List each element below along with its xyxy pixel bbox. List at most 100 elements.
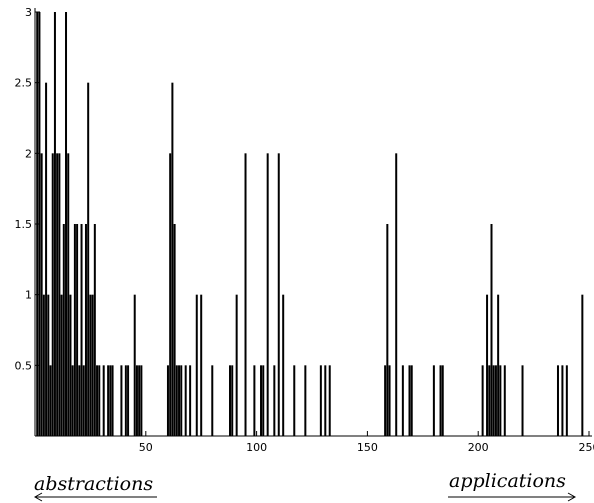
bar — [386, 224, 389, 436]
bar — [439, 365, 442, 436]
bar — [169, 153, 172, 436]
bar — [53, 12, 56, 436]
bar — [565, 365, 568, 436]
bar — [42, 294, 45, 436]
bar — [561, 365, 564, 436]
bar — [229, 365, 232, 436]
bar — [107, 365, 110, 436]
bar — [65, 12, 68, 436]
bar — [277, 153, 280, 436]
bar — [262, 365, 265, 436]
bar — [71, 365, 74, 436]
bar — [490, 224, 493, 436]
bar — [244, 153, 247, 436]
bar — [93, 224, 96, 436]
bar — [78, 365, 81, 436]
bar — [76, 224, 79, 436]
bar — [124, 365, 127, 436]
bar — [200, 294, 203, 436]
bar — [127, 365, 130, 436]
bar — [410, 365, 413, 436]
x-tick-label: 150 — [357, 441, 378, 454]
bar — [62, 224, 65, 436]
bar — [486, 294, 489, 436]
bar — [556, 365, 559, 436]
bar — [84, 224, 87, 436]
bar — [235, 294, 238, 436]
bar — [87, 82, 90, 437]
applications-label: applications — [449, 470, 566, 492]
bar — [138, 365, 141, 436]
bar — [231, 365, 234, 436]
bar — [499, 365, 502, 436]
bar — [293, 365, 296, 436]
bar — [67, 153, 70, 436]
bar — [189, 365, 192, 436]
x-tick-label: 100 — [246, 441, 267, 454]
abstractions-arrowhead — [33, 492, 43, 502]
bar — [441, 365, 444, 436]
bar — [324, 365, 327, 436]
annotations: abstractions applications — [33, 470, 577, 502]
bar — [401, 365, 404, 436]
bar — [497, 294, 500, 436]
x-tick-label: 200 — [468, 441, 489, 454]
bar — [109, 365, 112, 436]
bar — [45, 82, 48, 437]
bar — [432, 365, 435, 436]
bar — [171, 82, 174, 437]
abstractions-label: abstractions — [34, 473, 153, 495]
bar — [494, 365, 497, 436]
y-tick-label: 3 — [25, 6, 32, 19]
bar — [49, 365, 52, 436]
bar — [384, 365, 387, 436]
axes — [34, 8, 592, 437]
bar — [98, 365, 101, 436]
bar — [96, 365, 99, 436]
y-tick-label: 2.5 — [15, 77, 33, 90]
bar — [91, 294, 94, 436]
bar — [47, 294, 50, 436]
y-tick-label: 2 — [25, 147, 32, 160]
bar — [40, 153, 43, 436]
bar — [60, 294, 63, 436]
bar — [69, 294, 72, 436]
bar — [253, 365, 256, 436]
bar — [488, 365, 491, 436]
bar — [503, 365, 506, 436]
bar — [111, 365, 114, 436]
y-tick-label: 1.5 — [15, 218, 33, 231]
bar — [184, 365, 187, 436]
y-tick-label: 1 — [25, 289, 32, 302]
bar — [58, 153, 61, 436]
bar — [166, 365, 169, 436]
bar — [304, 365, 307, 436]
bar — [211, 365, 214, 436]
bar — [133, 294, 136, 436]
y-ticks: 0.5 1 1.5 2 2.5 3 — [15, 6, 40, 372]
bar — [102, 365, 105, 436]
bar — [140, 365, 143, 436]
bar — [319, 365, 322, 436]
bar — [180, 365, 183, 436]
bar — [178, 365, 181, 436]
bar — [408, 365, 411, 436]
bar — [82, 365, 85, 436]
bar — [273, 365, 276, 436]
bar — [266, 153, 269, 436]
bar — [581, 294, 584, 436]
bar — [175, 365, 178, 436]
bar — [395, 153, 398, 436]
bar — [492, 365, 495, 436]
bar — [521, 365, 524, 436]
bar — [260, 365, 263, 436]
bar — [481, 365, 484, 436]
applications-arrowhead — [567, 492, 577, 502]
x-tick-label: 50 — [139, 441, 153, 454]
bar — [80, 224, 83, 436]
y-tick-label: 0.5 — [15, 359, 33, 372]
bar-series — [36, 12, 584, 437]
bar — [120, 365, 123, 436]
bar — [173, 224, 176, 436]
